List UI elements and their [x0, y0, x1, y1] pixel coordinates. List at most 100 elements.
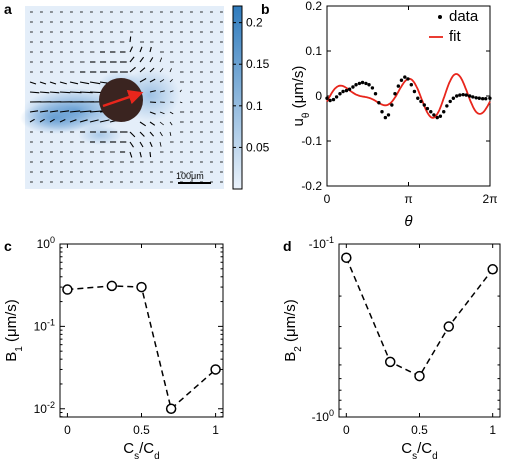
legend-data-marker: [438, 15, 442, 19]
legend-data-label: data: [449, 8, 479, 25]
velocity-vector: [99, 119, 110, 123]
velocity-vector: [69, 119, 77, 123]
data-point: [409, 83, 414, 87]
x-tick-label: 0.5: [411, 423, 428, 437]
velocity-vector: [39, 110, 49, 113]
velocity-vector: [179, 101, 183, 104]
data-point: [325, 96, 329, 100]
data-point: [445, 104, 449, 108]
data-point: [488, 96, 492, 100]
data-point: [461, 92, 465, 97]
data-point: [477, 96, 481, 100]
data-point: [354, 83, 358, 87]
x-tick-label: 0.5: [133, 423, 150, 437]
velocity-vector: [129, 56, 135, 63]
data-point: [448, 99, 452, 104]
panel-d-axes: [338, 243, 501, 418]
velocity-vector: [159, 111, 165, 115]
x-axis-label: θ: [404, 213, 412, 230]
velocity-vector: [139, 131, 145, 137]
velocity-vector: [179, 89, 182, 93]
velocity-vector: [129, 46, 133, 53]
velocity-arrows: [29, 11, 223, 183]
velocity-vector: [149, 151, 152, 158]
data-point: [396, 84, 401, 88]
velocity-vector: [69, 110, 81, 113]
panel-c-plot: 0 0.5 1 100 10-1 10-2 B1 (μm/s) Cs/Cd: [3, 235, 224, 462]
velocity-vector: [159, 141, 162, 147]
velocity-vector: [149, 131, 155, 137]
panel-label-d: d: [283, 238, 292, 254]
velocity-vector: [159, 90, 165, 93]
data-point: [136, 281, 147, 293]
velocity-vector: [49, 118, 55, 123]
y-tick-label: -0.2: [301, 179, 322, 193]
velocity-vector: [59, 81, 67, 85]
data-point: [406, 77, 410, 81]
velocity-vector: [89, 81, 101, 85]
x-tick-label: π: [404, 192, 412, 206]
velocity-vector: [89, 119, 99, 123]
data-point: [370, 86, 375, 90]
x-tick-label: 1: [212, 423, 219, 437]
velocity-vector: [129, 36, 132, 43]
data-point: [210, 364, 221, 375]
data-point: [471, 95, 475, 99]
colorbar-tick-label: 0.15: [246, 57, 270, 71]
panel-label-b: b: [261, 1, 270, 17]
velocity-vector: [39, 118, 45, 123]
velocity-vector: [149, 141, 153, 148]
velocity-vector: [39, 81, 47, 85]
data-point: [377, 101, 381, 105]
velocity-vector: [139, 121, 147, 127]
velocity-vector: [59, 91, 71, 94]
data-point: [380, 110, 384, 114]
velocity-vector: [149, 67, 155, 73]
velocity-vector: [139, 46, 143, 53]
colorbar-tick-label: 0.1: [246, 99, 263, 113]
velocity-vector: [29, 91, 40, 94]
x-tick-label: 2π: [483, 192, 498, 206]
data-point: [429, 110, 433, 114]
data-point: [480, 97, 485, 101]
data-point: [341, 252, 352, 263]
data-point: [384, 356, 396, 368]
velocity-vector: [139, 78, 147, 83]
y-tick-label: 0: [315, 89, 322, 103]
velocity-vector: [29, 118, 35, 123]
velocity-vector: [149, 111, 156, 115]
data-point: [416, 96, 420, 100]
velocity-vector: [169, 131, 172, 136]
panel-label-c: c: [4, 238, 12, 254]
data-point: [432, 113, 436, 117]
velocity-vector: [59, 119, 66, 123]
velocity-vector: [129, 131, 136, 138]
data-point: [484, 97, 488, 101]
data-point: [344, 88, 349, 93]
data-point: [422, 103, 426, 107]
data-point: [390, 103, 394, 107]
y-tick-label: 10-2: [34, 400, 55, 416]
flow-field-image: 100μm: [20, 6, 224, 189]
velocity-vector: [79, 119, 88, 123]
data-point: [412, 89, 417, 94]
y-tick-label: -0.1: [301, 134, 322, 148]
scale-bar-label: 100μm: [176, 171, 204, 181]
data-point: [364, 81, 368, 86]
data-point: [464, 93, 469, 97]
velocity-vector: [39, 91, 50, 94]
velocity-vector: [79, 91, 93, 94]
velocity-vector: [49, 81, 57, 85]
velocity-vector: [139, 67, 146, 73]
series-line: [67, 285, 217, 411]
velocity-vector: [139, 141, 144, 148]
data-point: [467, 94, 472, 98]
velocity-vector: [139, 56, 145, 63]
velocity-vector: [89, 110, 103, 113]
velocity-vector: [29, 110, 39, 113]
data-point: [383, 115, 388, 120]
y-tick-label: -100: [312, 408, 334, 424]
velocity-vector: [49, 110, 59, 113]
y-axis-label: uθ (μm/s): [290, 66, 312, 127]
